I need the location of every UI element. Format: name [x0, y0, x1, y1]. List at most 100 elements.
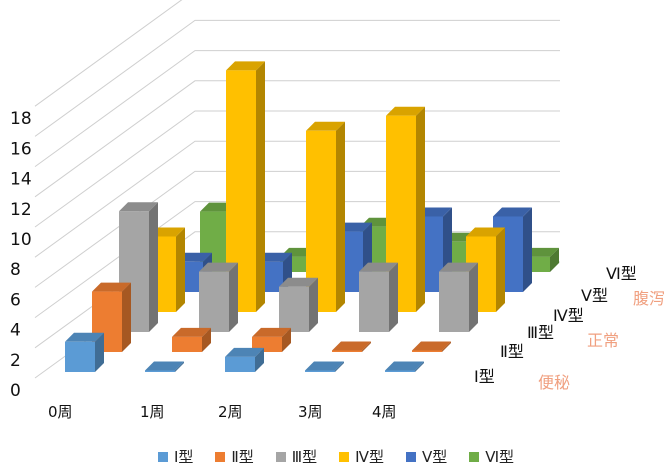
legend-item: Ⅵ型 [469, 446, 514, 467]
bar-top [225, 347, 264, 357]
legend-item: Ⅲ型 [275, 446, 318, 467]
x-tick-label: 2周 [218, 403, 243, 421]
bar-side [229, 262, 238, 332]
bar-side [416, 106, 425, 312]
bar-side [256, 61, 265, 313]
bar-side [149, 202, 158, 332]
bar-side [442, 341, 451, 352]
legend-label: Ⅲ型 [291, 448, 318, 466]
bar-side [255, 347, 264, 372]
bar-side [389, 262, 398, 332]
series-axis-label: Ⅲ型 [527, 323, 554, 342]
legend-item: Ⅴ型 [405, 446, 448, 467]
bar-top [332, 341, 371, 351]
bar-top [92, 282, 131, 292]
bar [412, 350, 442, 352]
y-tick-label: 12 [10, 200, 32, 220]
legend-item: Ⅰ型 [157, 446, 194, 467]
bar-side [202, 327, 211, 352]
gridline [34, 140, 560, 258]
y-tick-label: 16 [10, 139, 32, 159]
bar-side [496, 227, 505, 312]
legend-label: Ⅰ型 [173, 448, 194, 466]
bar-top [306, 121, 345, 131]
series-axis-label: Ⅵ型 [606, 264, 637, 283]
bar-top [412, 341, 451, 351]
legend-label: Ⅴ型 [421, 448, 448, 466]
bar [172, 336, 202, 352]
legend-swatch [339, 451, 350, 462]
gridline [34, 110, 560, 228]
legend-label: Ⅵ型 [485, 448, 515, 466]
legend-item: Ⅳ型 [339, 446, 384, 467]
series-axis-label: Ⅱ型 [500, 342, 524, 361]
bar-top [385, 361, 424, 371]
bar [439, 271, 469, 332]
legend-label: Ⅳ型 [355, 448, 384, 466]
bar-top [65, 332, 104, 342]
bar [305, 370, 335, 372]
series-axis-label: Ⅰ型 [474, 367, 495, 386]
bar-side [175, 361, 184, 372]
bar-top [172, 327, 211, 337]
gridline [34, 50, 560, 168]
series-axis-label: Ⅳ型 [553, 306, 584, 325]
bar-top [305, 361, 344, 371]
bar [65, 341, 95, 372]
bar-side [309, 277, 318, 332]
bar-top [145, 361, 184, 371]
bar-top [119, 202, 158, 212]
bar-side [523, 207, 532, 292]
bar-top [386, 106, 425, 116]
bar-top [199, 262, 238, 272]
legend-label: Ⅱ型 [231, 448, 254, 466]
bar [332, 350, 362, 352]
legend-swatch [157, 451, 168, 462]
gridline [34, 201, 560, 319]
bar-side [550, 247, 559, 272]
bar [359, 271, 389, 332]
series-axis-label: Ⅴ型 [581, 286, 608, 305]
legend-swatch [469, 451, 480, 462]
bar-side [335, 361, 344, 372]
bar-side [282, 327, 291, 352]
x-tick-label: 4周 [372, 403, 397, 421]
y-tick-label: 2 [10, 351, 21, 371]
bar-top [439, 262, 478, 272]
bar-top [359, 262, 398, 272]
y-tick-label: 8 [10, 260, 21, 280]
depth-group-label: 腹泻 [633, 289, 665, 308]
y-tick-label: 18 [10, 109, 32, 129]
depth-group-label: 正常 [587, 331, 619, 350]
y-tick-label: 4 [10, 321, 21, 341]
gridline [34, 80, 560, 198]
bar-top [226, 61, 265, 71]
bar-side [469, 262, 478, 332]
legend-swatch [405, 451, 416, 462]
bar-side [362, 341, 371, 352]
gridline [34, 19, 560, 137]
bar-side [336, 121, 345, 312]
y-tick-label: 10 [10, 230, 32, 250]
bar-top [279, 277, 318, 287]
legend-swatch [215, 451, 226, 462]
gridline [34, 170, 560, 288]
legend-swatch [275, 451, 286, 462]
y-tick-label: 14 [10, 170, 32, 190]
depth-group-label: 便秘 [538, 373, 570, 392]
bar-top [252, 327, 291, 337]
bar [145, 370, 175, 372]
bar [385, 370, 415, 372]
bar-side [176, 227, 185, 312]
bar-top [466, 227, 505, 237]
bar [225, 356, 255, 372]
x-tick-label: 1周 [140, 403, 165, 421]
gridline [34, 0, 183, 107]
legend: Ⅰ型 Ⅱ型 Ⅲ型 Ⅳ型 Ⅴ型 Ⅵ型 [0, 446, 672, 467]
bar [199, 271, 229, 332]
bar [279, 286, 309, 332]
legend-item: Ⅱ型 [215, 446, 254, 467]
bar-side [415, 361, 424, 372]
